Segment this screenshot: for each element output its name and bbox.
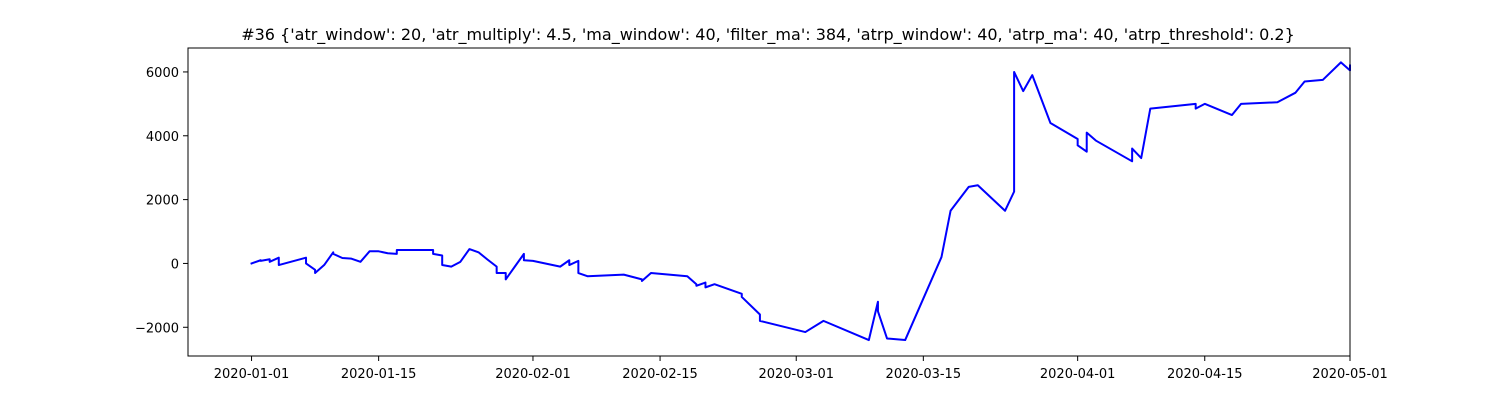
x-tick-label: 2020-02-01 — [495, 367, 571, 382]
x-tick-label: 2020-01-15 — [341, 367, 417, 382]
axes: 2020-01-01 2020-01-15 2020-02-01 2020-02-15… — [135, 47, 1388, 382]
y-tick-label: 6000 — [146, 66, 179, 81]
y-tick-label: 4000 — [146, 130, 179, 145]
chart-title: #36 {'atr_window': 20, 'atr_multiply': 4… — [241, 25, 1295, 45]
x-tick-label: 2020-01-01 — [214, 367, 290, 382]
x-tick-label: 2020-03-15 — [886, 367, 962, 382]
y-tick-label: 0 — [171, 257, 179, 272]
x-tick-label: 2020-05-01 — [1312, 367, 1388, 382]
x-tick-label: 2020-02-15 — [622, 367, 698, 382]
plot-area — [250, 61, 1351, 342]
plot-frame — [187, 47, 1351, 357]
x-tick-label: 2020-03-01 — [758, 367, 834, 382]
y-tick-label: −2000 — [135, 321, 179, 336]
x-tick-label: 2020-04-01 — [1040, 367, 1116, 382]
series-line-0 — [250, 61, 1351, 342]
y-tick-label: 2000 — [146, 194, 179, 209]
x-tick-label: 2020-04-15 — [1167, 367, 1243, 382]
